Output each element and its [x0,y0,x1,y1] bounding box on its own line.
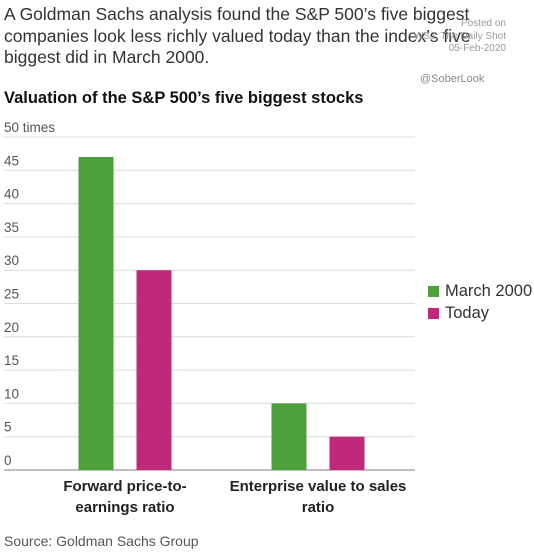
y-tick-label: 15 [4,353,19,368]
category-label: earnings ratio [75,499,174,516]
category-label: ratio [302,499,335,516]
chart-subtitle: A Goldman Sachs analysis found the S&P 5… [4,4,471,67]
watermark-source-line: WSJ: The Daily Shot [413,30,506,42]
y-tick-label: 5 [4,420,12,435]
y-tick-label: 50 times [4,120,55,135]
legend-swatch-today [428,307,439,319]
category-label: Enterprise value to sales [230,478,407,495]
watermark-posted-line: Posted on [460,18,506,29]
legend-item-march-2000: March 2000 [428,280,532,302]
legend-label-march-2000: March 2000 [445,281,533,300]
y-tick-label: 40 [4,187,19,202]
bar-today-1 [136,270,172,470]
bar-today-2 [329,436,365,470]
y-tick-label: 25 [4,287,19,302]
category-label: Forward price-to- [63,478,186,495]
y-tick-label: 35 [4,220,19,235]
y-tick-label: 20 [4,320,19,335]
watermark-handle: @SoberLook [420,73,485,85]
bar-march-2000-1 [78,156,114,471]
legend-item-today: Today [428,302,532,324]
bar-march-2000-2 [271,403,307,470]
legend-swatch-march-2000 [428,285,439,297]
y-tick-label: 30 [4,253,19,268]
y-tick-label: 45 [4,153,19,168]
y-tick-label: 10 [4,386,19,401]
chart-legend: March 2000 Today [428,280,532,324]
watermark: Posted on WSJ: The Daily Shot 05-Feb-202… [396,18,506,56]
chart-source: Source: Goldman Sachs Group [4,533,199,549]
watermark-date-line: 05-Feb-2020 [448,43,506,54]
y-tick-label: 0 [4,453,12,468]
chart-title: Valuation of the S&P 500’s five biggest … [4,89,364,107]
legend-label-today: Today [445,303,490,322]
